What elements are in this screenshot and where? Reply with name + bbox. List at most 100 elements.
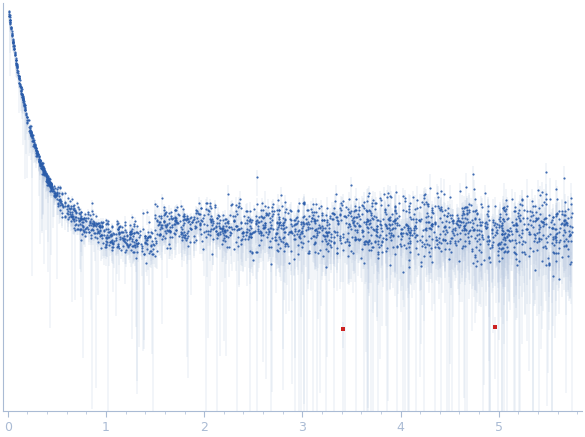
Point (447, 228, 456, 235)
Point (471, 244, 480, 251)
Point (396, 225, 405, 232)
Point (467, 248, 477, 255)
Point (492, 229, 501, 236)
Point (298, 218, 307, 225)
Point (298, 222, 308, 229)
Point (412, 232, 421, 239)
Point (132, 254, 141, 261)
Point (503, 227, 512, 234)
Point (381, 236, 391, 243)
Point (343, 229, 353, 236)
Point (46, 180, 56, 187)
Point (290, 222, 299, 229)
Point (86, 235, 95, 242)
Point (44, 181, 54, 188)
Point (298, 220, 308, 227)
Point (16, 84, 25, 91)
Point (224, 243, 233, 250)
Point (544, 211, 553, 218)
Point (346, 182, 355, 189)
Point (214, 229, 223, 236)
Point (229, 218, 239, 225)
Point (39, 170, 49, 177)
Point (566, 259, 576, 266)
Point (401, 221, 411, 228)
Point (473, 222, 482, 229)
Point (396, 236, 405, 243)
Point (39, 163, 48, 170)
Point (428, 220, 437, 227)
Point (558, 219, 567, 226)
Point (297, 224, 307, 231)
Point (483, 232, 493, 239)
Point (360, 239, 369, 246)
Point (445, 193, 454, 200)
Point (177, 231, 186, 238)
Point (215, 217, 224, 224)
Point (486, 259, 495, 266)
Point (27, 132, 36, 139)
Point (11, 57, 20, 64)
Point (552, 236, 561, 243)
Point (263, 230, 273, 237)
Point (398, 207, 408, 214)
Point (310, 239, 319, 246)
Point (8, 30, 17, 37)
Point (385, 222, 394, 229)
Point (301, 220, 311, 227)
Point (417, 198, 426, 205)
Point (8, 38, 18, 45)
Point (20, 106, 29, 113)
Point (555, 225, 565, 232)
Point (264, 243, 273, 250)
Point (206, 199, 215, 206)
Point (329, 240, 339, 247)
Point (5, 14, 15, 21)
Point (499, 241, 508, 248)
Point (254, 241, 264, 248)
Point (37, 159, 46, 166)
Point (308, 201, 318, 208)
Point (15, 76, 24, 83)
Point (19, 97, 28, 104)
Point (49, 183, 58, 190)
Point (406, 216, 415, 223)
Point (69, 202, 78, 209)
Point (31, 143, 40, 150)
Point (128, 214, 137, 221)
Point (410, 229, 419, 236)
Point (278, 222, 288, 229)
Point (443, 205, 453, 212)
Point (92, 221, 101, 228)
Point (499, 248, 508, 255)
Point (276, 224, 285, 231)
Point (478, 232, 487, 239)
Point (390, 202, 400, 209)
Point (99, 232, 109, 239)
Point (367, 200, 376, 207)
Point (37, 161, 46, 168)
Point (548, 272, 558, 279)
Point (406, 229, 415, 236)
Point (381, 247, 391, 254)
Point (419, 253, 428, 260)
Point (462, 215, 472, 222)
Point (130, 248, 139, 255)
Point (447, 234, 456, 241)
Point (515, 217, 525, 224)
Point (240, 219, 250, 226)
Point (12, 60, 21, 67)
Point (382, 225, 391, 232)
Point (56, 184, 65, 191)
Point (264, 210, 273, 217)
Point (115, 235, 125, 242)
Point (5, 17, 15, 24)
Point (219, 236, 228, 243)
Point (43, 176, 52, 183)
Point (303, 238, 312, 245)
Point (185, 239, 194, 246)
Point (179, 211, 188, 218)
Point (133, 229, 142, 236)
Point (254, 229, 263, 236)
Point (106, 231, 115, 238)
